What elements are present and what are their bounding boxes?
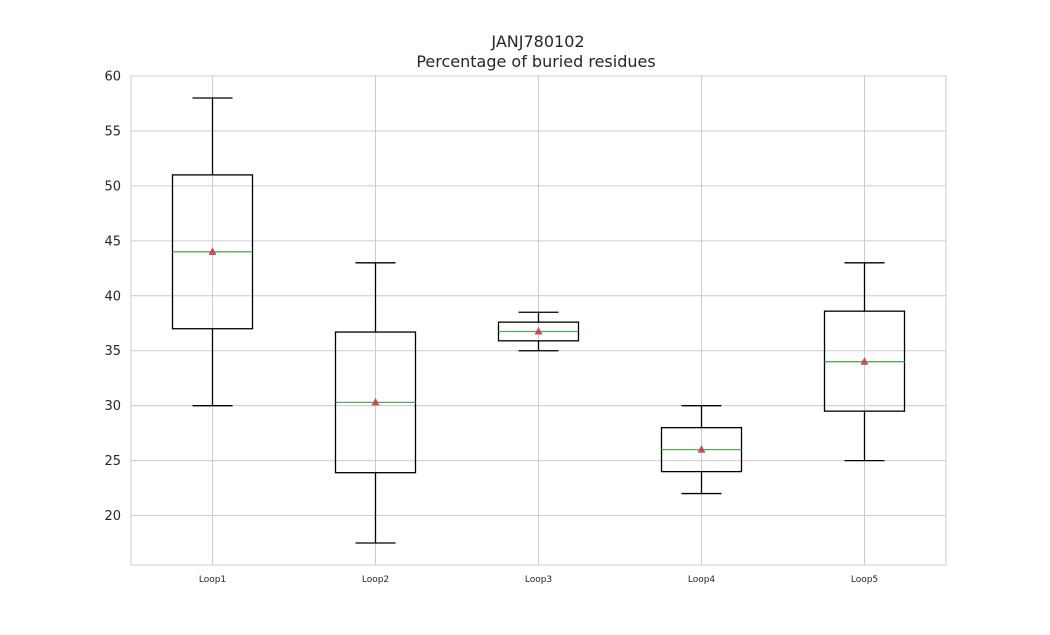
box-series xyxy=(171,97,906,544)
box-loop5 xyxy=(823,262,906,462)
mean-marker xyxy=(860,357,869,365)
mean-marker xyxy=(697,445,706,453)
x-tick-label: Loop3 xyxy=(525,575,552,585)
chart-title-line1: JANJ780102 xyxy=(490,32,584,51)
y-axis-ticks: 20 25 30 35 40 45 50 55 60 xyxy=(104,70,121,525)
x-tick-label: Loop1 xyxy=(199,575,226,585)
x-tick-label: Loop2 xyxy=(362,575,389,585)
box-loop4 xyxy=(660,405,743,495)
y-tick-label: 25 xyxy=(104,454,121,469)
x-axis-ticks: Loop1 Loop2 Loop3 Loop4 Loop5 xyxy=(199,575,878,585)
box-loop1 xyxy=(171,97,254,407)
box-loop3 xyxy=(497,311,580,352)
mean-marker xyxy=(371,397,380,406)
y-tick-label: 35 xyxy=(104,344,121,359)
y-tick-label: 50 xyxy=(104,179,121,194)
y-tick-label: 60 xyxy=(104,70,121,85)
plot-frame xyxy=(130,75,947,566)
box-loop2 xyxy=(334,262,417,544)
x-tick-label: Loop4 xyxy=(688,575,716,585)
y-tick-label: 45 xyxy=(104,234,121,249)
y-tick-label: 20 xyxy=(104,509,121,524)
mean-marker xyxy=(208,247,217,255)
mean-marker xyxy=(534,326,543,335)
x-tick-label: Loop5 xyxy=(851,575,878,585)
y-tick-label: 30 xyxy=(104,399,121,414)
y-tick-label: 55 xyxy=(104,124,121,139)
y-tick-label: 40 xyxy=(104,289,121,304)
chart-title-line2: Percentage of buried residues xyxy=(416,52,655,71)
